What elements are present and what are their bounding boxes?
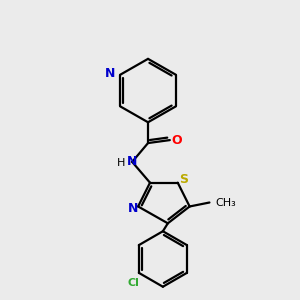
Text: H: H — [117, 158, 125, 168]
Text: Cl: Cl — [128, 278, 140, 288]
Text: N: N — [128, 202, 138, 215]
Text: CH₃: CH₃ — [215, 197, 236, 208]
Text: N: N — [127, 155, 137, 168]
Text: S: S — [179, 173, 188, 186]
Text: N: N — [105, 67, 115, 80]
Text: O: O — [171, 134, 182, 147]
